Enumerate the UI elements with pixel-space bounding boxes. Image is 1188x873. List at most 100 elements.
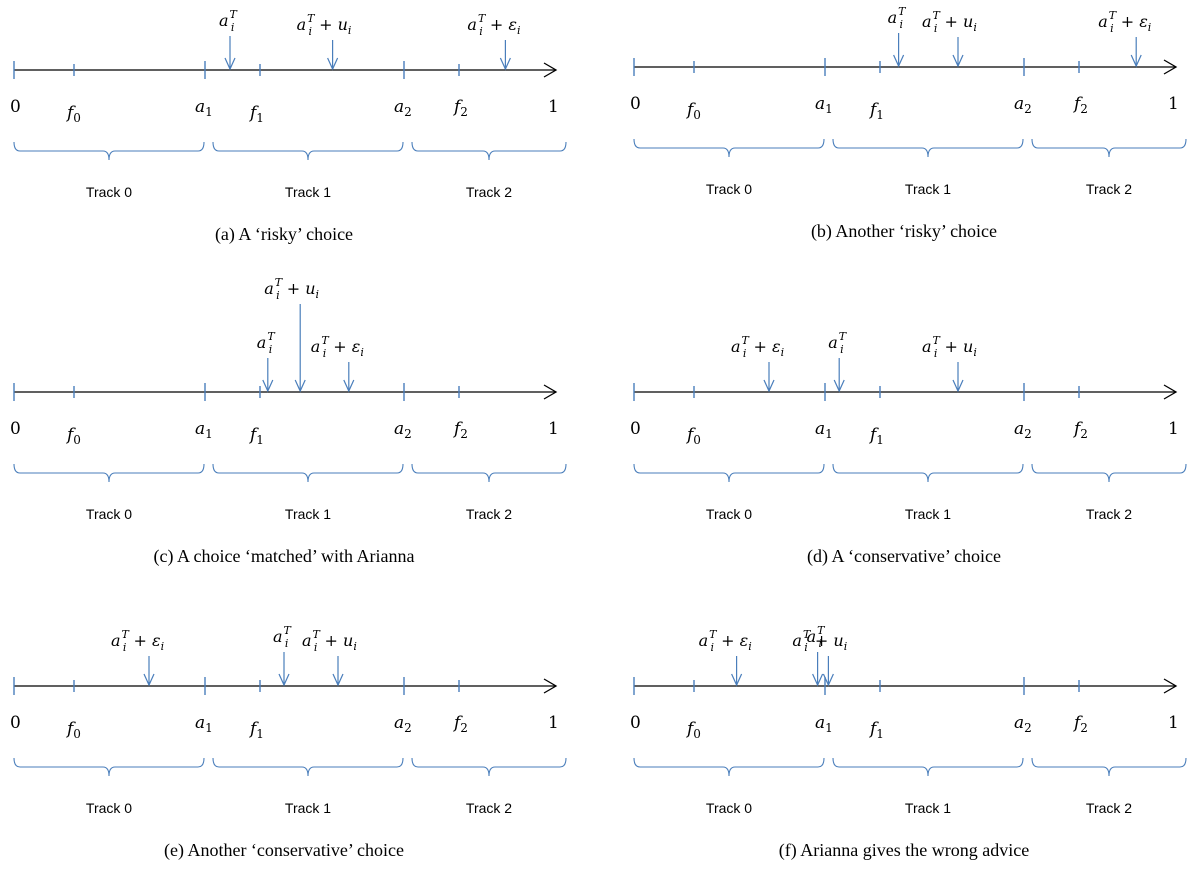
marker-label-aT: aT i: [807, 624, 827, 650]
marker-arrowhead-aT: [278, 673, 290, 687]
brace-track-0: [633, 463, 825, 483]
marker-arrowhead-aT_eps: [731, 673, 743, 687]
marker-label-aT: aT i: [828, 330, 848, 356]
brace-track-1: [212, 141, 404, 161]
tick-label-f0: f0: [685, 425, 701, 447]
marker-label-aT: aT i: [888, 5, 908, 31]
tick-label-f2: f2: [1072, 419, 1088, 441]
axis-arrowhead: [543, 678, 558, 694]
marker-arrowhead-aT_u: [327, 57, 339, 71]
panel-f: 0 1 f0 a1 f1 a2 f2 Track 0 Track 1 Track 2 (f) Ari…: [630, 624, 1187, 861]
axis-arrowhead: [543, 62, 558, 78]
brace-track-2: [411, 757, 567, 777]
tick-label-1: 1: [1168, 419, 1179, 439]
tick-label-f1: f1: [868, 100, 884, 122]
marker-label-aT_eps: aT i + εi: [111, 628, 164, 654]
marker-label-aT_u: aT i + ui: [264, 276, 319, 302]
tick-label-f0: f0: [65, 103, 81, 125]
track-label-1: Track 1: [285, 184, 331, 200]
marker-arrowhead-aT_eps: [499, 57, 511, 71]
marker-label-aT_eps: aT i + εi: [311, 334, 364, 360]
axis-arrowhead: [1163, 384, 1178, 400]
panel-caption: (e) Another ‘conservative’ choice: [164, 840, 404, 861]
marker-label-aT: aT i: [257, 330, 277, 356]
panel-d: 0 1 f0 a1 f1 a2 f2 Track 0 Track 1 Track 2 (d) A ‘…: [630, 330, 1187, 567]
tick-label-a1: a1: [815, 94, 833, 116]
track-label-1: Track 1: [905, 506, 951, 522]
tick-label-f0: f0: [65, 425, 81, 447]
track-label-0: Track 0: [86, 506, 132, 522]
tick-label-a1: a1: [815, 419, 833, 441]
tick-label-1: 1: [1168, 713, 1179, 733]
track-label-0: Track 0: [86, 800, 132, 816]
tick-label-a1: a1: [195, 97, 213, 119]
track-label-0: Track 0: [706, 800, 752, 816]
panel-b: 0 1 f0 a1 f1 a2 f2 Track 0 Track 1 Track 2 (b) Ano…: [630, 5, 1187, 242]
marker-arrowhead-aT_u: [952, 54, 964, 68]
tick-label-a2: a2: [394, 419, 412, 441]
marker-arrowhead-aT: [893, 54, 905, 68]
brace-track-0: [13, 757, 205, 777]
brace-track-2: [1031, 463, 1187, 483]
tick-label-f1: f1: [868, 425, 884, 447]
tick-label-f0: f0: [685, 100, 701, 122]
track-label-2: Track 2: [1086, 800, 1132, 816]
tick-label-0: 0: [630, 713, 641, 733]
tick-label-f0: f0: [685, 719, 701, 741]
marker-label-aT_u: aT i + ui: [792, 628, 847, 654]
tick-label-f2: f2: [1072, 94, 1088, 116]
tick-label-1: 1: [1168, 94, 1179, 114]
brace-track-0: [633, 757, 825, 777]
brace-track-1: [212, 463, 404, 483]
marker-arrowhead-aT_u: [294, 379, 306, 393]
marker-arrowhead-aT_eps: [143, 673, 155, 687]
panel-c: 0 1 f0 a1 f1 a2 f2 Track 0 Track 1 Track 2 (c) A c…: [10, 276, 567, 567]
tick-label-0: 0: [630, 94, 641, 114]
marker-label-aT_eps: aT i + εi: [699, 628, 752, 654]
tick-label-f1: f1: [868, 719, 884, 741]
brace-track-2: [411, 463, 567, 483]
track-label-2: Track 2: [466, 506, 512, 522]
tick-label-a2: a2: [1014, 713, 1032, 735]
tick-label-a1: a1: [195, 713, 213, 735]
marker-label-aT_u: aT i + ui: [302, 628, 357, 654]
brace-track-2: [1031, 138, 1187, 158]
brace-track-0: [13, 463, 205, 483]
brace-track-0: [13, 141, 205, 161]
tick-label-a2: a2: [394, 713, 412, 735]
panel-a: 0 1 f0 a1 f1 a2 f2 Track 0 Track 1 Track 2 (a) A ‘…: [10, 8, 567, 245]
panel-caption: (c) A choice ‘matched’ with Arianna: [153, 546, 414, 567]
track-label-2: Track 2: [466, 184, 512, 200]
track-label-1: Track 1: [285, 506, 331, 522]
brace-track-1: [832, 463, 1024, 483]
marker-arrowhead-aT: [812, 673, 824, 687]
marker-label-aT_u: aT i + ui: [922, 334, 977, 360]
marker-arrowhead-aT_u: [952, 379, 964, 393]
tick-label-a2: a2: [1014, 94, 1032, 116]
track-label-0: Track 0: [706, 181, 752, 197]
marker-arrowhead-aT_eps: [343, 379, 355, 393]
marker-arrowhead-aT_u: [332, 673, 344, 687]
brace-track-0: [633, 138, 825, 158]
tick-label-1: 1: [548, 97, 559, 117]
panel-caption: (a) A ‘risky’ choice: [215, 224, 353, 245]
tick-label-a2: a2: [394, 97, 412, 119]
tick-label-1: 1: [548, 713, 559, 733]
marker-arrowhead-aT_eps: [763, 379, 775, 393]
tick-label-f1: f1: [248, 103, 264, 125]
tick-label-0: 0: [630, 419, 641, 439]
track-label-0: Track 0: [86, 184, 132, 200]
axis-arrowhead: [1163, 59, 1178, 75]
panel-caption: (b) Another ‘risky’ choice: [811, 221, 997, 242]
tick-label-a1: a1: [195, 419, 213, 441]
brace-track-1: [832, 138, 1024, 158]
marker-arrowhead-aT: [224, 57, 236, 71]
track-label-2: Track 2: [1086, 506, 1132, 522]
marker-arrowhead-aT: [833, 379, 845, 393]
marker-arrowhead-aT: [262, 379, 274, 393]
tick-label-a1: a1: [815, 713, 833, 735]
tick-label-1: 1: [548, 419, 559, 439]
brace-track-1: [832, 757, 1024, 777]
tick-label-f1: f1: [248, 719, 264, 741]
